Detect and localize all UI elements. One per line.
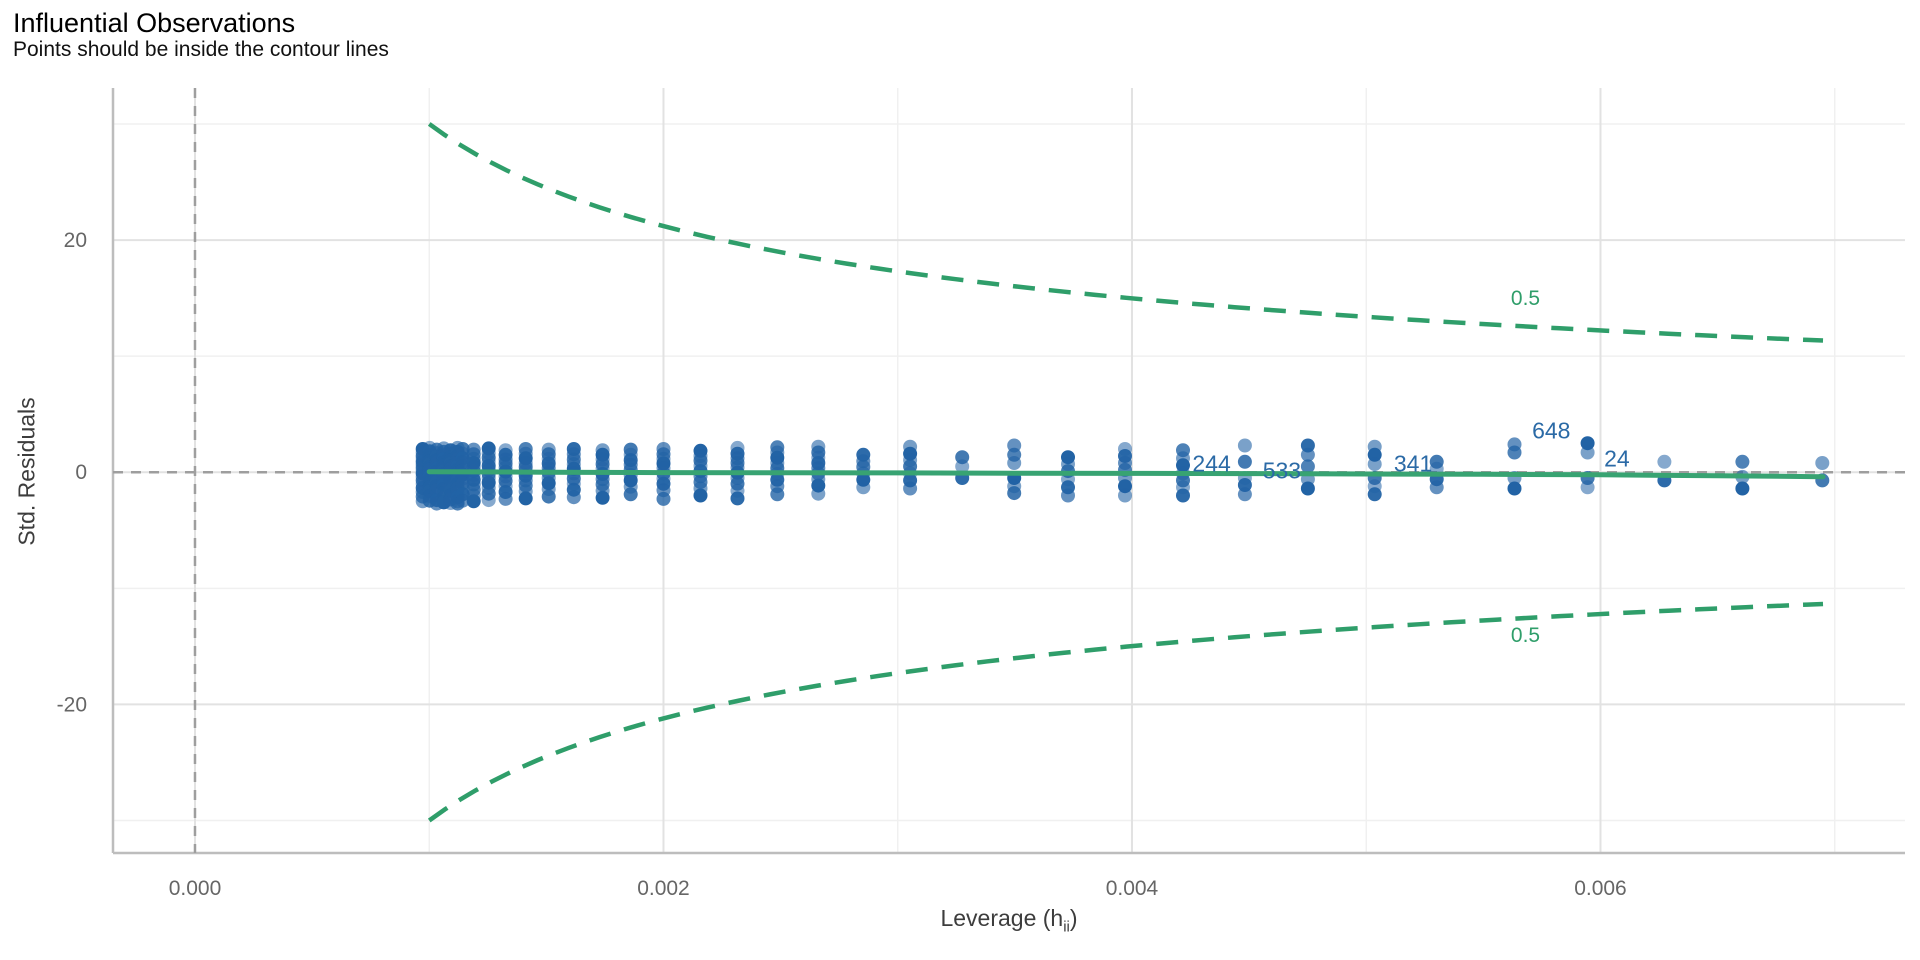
point-label: 244 [1192, 451, 1231, 477]
scatter-point [1237, 454, 1252, 469]
contour-level-label: 0.5 [1511, 287, 1540, 310]
scatter-point [595, 490, 610, 505]
scatter-point [541, 489, 556, 504]
scatter-point [1237, 438, 1252, 453]
scatter-point [498, 491, 513, 506]
scatter-point [1237, 487, 1252, 502]
x-axis-title-suffix: ) [1069, 905, 1078, 931]
scatter-point [856, 480, 871, 495]
scatter-point [1580, 445, 1595, 460]
contour-level-label: 0.5 [1511, 624, 1540, 647]
scatter-point [955, 459, 970, 474]
scatter-point [1815, 456, 1830, 470]
scatter-point [1300, 447, 1315, 462]
scatter-point [455, 493, 470, 508]
scatter-point [1300, 481, 1315, 496]
scatter-point [566, 490, 581, 505]
scatter-point [1735, 454, 1750, 469]
point-label: 24 [1604, 445, 1630, 471]
point-label: 341 [1394, 451, 1432, 477]
scatter-point [1300, 459, 1315, 474]
scatter-point [1007, 456, 1022, 470]
scatter-point [1507, 481, 1522, 496]
scatter-point [518, 491, 533, 506]
plot-subtitle: Points should be inside the contour line… [13, 38, 389, 61]
scatter-point [811, 486, 826, 501]
y-tick-label: 20 [64, 229, 87, 252]
scatter-point [693, 488, 708, 503]
scatter-point [1367, 457, 1382, 472]
scatter-point [1118, 488, 1132, 503]
plot-title: Influential Observations [13, 8, 296, 38]
scatter-point [1061, 488, 1075, 503]
scatter-point [1657, 454, 1672, 469]
scatter-point [466, 494, 481, 509]
scatter-point [481, 493, 496, 508]
scatter-point [1735, 481, 1750, 496]
scatter-point [1429, 480, 1444, 495]
scatter-point [1367, 487, 1382, 502]
cooks-contour-upper [427, 122, 1824, 343]
scatter-point [730, 491, 745, 506]
x-tick-label: 0.000 [169, 877, 222, 900]
smooth-line [426, 469, 1826, 480]
x-axis-title: Leverage (hii) [113, 905, 1905, 936]
scatter-point [656, 491, 671, 506]
scatter-point [1507, 445, 1522, 460]
y-tick-label: -20 [57, 693, 87, 716]
x-tick-label: 0.002 [637, 877, 690, 900]
x-tick-label: 0.006 [1574, 877, 1627, 900]
cooks-contour-lower [427, 601, 1824, 823]
scatter-point [1007, 486, 1022, 501]
y-tick-label: 0 [75, 461, 87, 484]
scatter-point [903, 481, 918, 496]
point-label: 648 [1532, 417, 1570, 443]
x-tick-label: 0.004 [1106, 877, 1159, 900]
scatter-point [770, 487, 785, 502]
point-label: 533 [1263, 458, 1301, 484]
x-axis-title-text: Leverage (h [940, 905, 1064, 931]
scatter-point [623, 487, 638, 502]
scatter-point [1580, 480, 1595, 495]
y-axis-title-text: Std. Residuals [13, 397, 40, 546]
scatter-point [1176, 488, 1190, 503]
x-axis-title-subscript: ii [1063, 918, 1070, 936]
y-axis-title: Std. Residuals [14, 397, 41, 547]
